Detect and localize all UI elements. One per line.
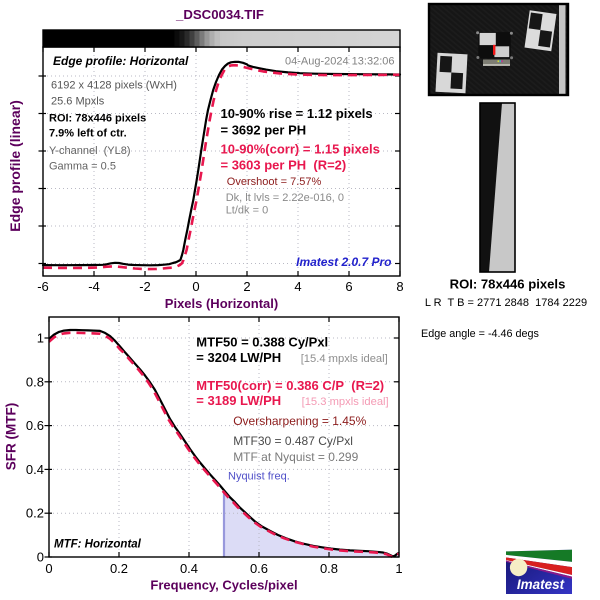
svg-text:Lt/dk = 0: Lt/dk = 0 xyxy=(226,205,269,217)
svg-text:Y-channel (YL8): Y-channel (YL8) xyxy=(49,145,131,157)
svg-text:0: 0 xyxy=(37,550,44,565)
svg-text:25.6 Mpxls: 25.6 Mpxls xyxy=(51,96,105,108)
svg-text:_DSC0034.TIF: _DSC0034.TIF xyxy=(175,7,264,22)
svg-text:4: 4 xyxy=(294,279,301,294)
svg-text:8: 8 xyxy=(396,279,403,294)
svg-text:1: 1 xyxy=(395,561,402,576)
svg-text:10-90% rise = 1.12 pixels: 10-90% rise = 1.12 pixels xyxy=(221,106,373,121)
svg-text:6192 x 4128 pixels (WxH): 6192 x 4128 pixels (WxH) xyxy=(51,80,177,92)
svg-text:0.6: 0.6 xyxy=(250,561,268,576)
svg-text:0.2: 0.2 xyxy=(26,506,44,521)
svg-text:6: 6 xyxy=(345,279,352,294)
svg-text:0.8: 0.8 xyxy=(26,374,44,389)
svg-text:ROI: 78x446 pixels: ROI: 78x446 pixels xyxy=(49,113,146,125)
svg-text:-6: -6 xyxy=(37,279,49,294)
svg-text:Oversharpening = 1.45%: Oversharpening = 1.45% xyxy=(233,414,366,428)
svg-text:Edge profile (linear): Edge profile (linear) xyxy=(7,100,23,231)
svg-text:0: 0 xyxy=(192,279,199,294)
svg-text:Frequency, Cycles/pixel: Frequency, Cycles/pixel xyxy=(150,578,297,593)
svg-text:= 3189 LW/PH: = 3189 LW/PH xyxy=(196,393,281,408)
svg-text:0.2: 0.2 xyxy=(110,561,128,576)
svg-text:1: 1 xyxy=(37,331,44,346)
svg-text:Edge angle = -4.46 degs: Edge angle = -4.46 degs xyxy=(421,328,540,340)
svg-text:Imatest: Imatest xyxy=(517,577,565,592)
svg-text:2: 2 xyxy=(243,279,250,294)
svg-text:[15.3 mpxls ideal]: [15.3 mpxls ideal] xyxy=(302,396,389,408)
svg-text:= 3692 per PH: = 3692 per PH xyxy=(221,123,307,138)
svg-text:MTF: Horizontal: MTF: Horizontal xyxy=(54,539,142,551)
svg-text:Edge profile: Horizontal: Edge profile: Horizontal xyxy=(53,54,189,68)
svg-text:04-Aug-2024 13:32:06: 04-Aug-2024 13:32:06 xyxy=(285,56,394,68)
svg-text:0.8: 0.8 xyxy=(320,561,338,576)
svg-text:= 3204 LW/PH: = 3204 LW/PH xyxy=(196,350,281,365)
svg-text:Overshoot = 7.57%: Overshoot = 7.57% xyxy=(227,176,322,188)
svg-text:MTF50 = 0.388 Cy/Pxl: MTF50 = 0.388 Cy/Pxl xyxy=(196,334,328,349)
svg-text:-4: -4 xyxy=(88,279,100,294)
svg-text:Gamma = 0.5: Gamma = 0.5 xyxy=(49,161,116,173)
svg-text:Imatest 2.0.7 Pro: Imatest 2.0.7 Pro xyxy=(296,255,391,269)
svg-text:ROI: 78x446 pixels: ROI: 78x446 pixels xyxy=(450,277,566,292)
svg-text:Nyquist freq.: Nyquist freq. xyxy=(228,471,290,483)
svg-text:-2: -2 xyxy=(139,279,151,294)
svg-text:0.4: 0.4 xyxy=(26,462,44,477)
svg-text:10-90%(corr) = 1.15 pixels: 10-90%(corr) = 1.15 pixels xyxy=(221,142,380,157)
svg-text:MTF50(corr) = 0.386 C/P (R=2): MTF50(corr) = 0.386 C/P (R=2) xyxy=(196,378,384,393)
svg-text:[15.4 mpxls ideal]: [15.4 mpxls ideal] xyxy=(301,353,388,365)
svg-text:Pixels (Horizontal): Pixels (Horizontal) xyxy=(165,296,278,311)
svg-text:Dk, lt lvls = 2.22e-016, 0: Dk, lt lvls = 2.22e-016, 0 xyxy=(226,192,344,204)
svg-text:0.4: 0.4 xyxy=(180,561,198,576)
svg-text:L R T B = 2771 2848 1784 222: L R T B = 2771 2848 1784 2229 xyxy=(425,297,587,309)
svg-text:MTF at Nyquist = 0.299: MTF at Nyquist = 0.299 xyxy=(233,450,358,464)
svg-text:0: 0 xyxy=(45,561,52,576)
svg-text:7.9% left of ctr.: 7.9% left of ctr. xyxy=(49,128,127,140)
svg-text:= 3603 per PH (R=2): = 3603 per PH (R=2) xyxy=(221,158,347,173)
svg-text:MTF30 = 0.487 Cy/Pxl: MTF30 = 0.487 Cy/Pxl xyxy=(233,434,353,448)
svg-text:0.6: 0.6 xyxy=(26,418,44,433)
svg-text:SFR (MTF): SFR (MTF) xyxy=(4,403,19,470)
